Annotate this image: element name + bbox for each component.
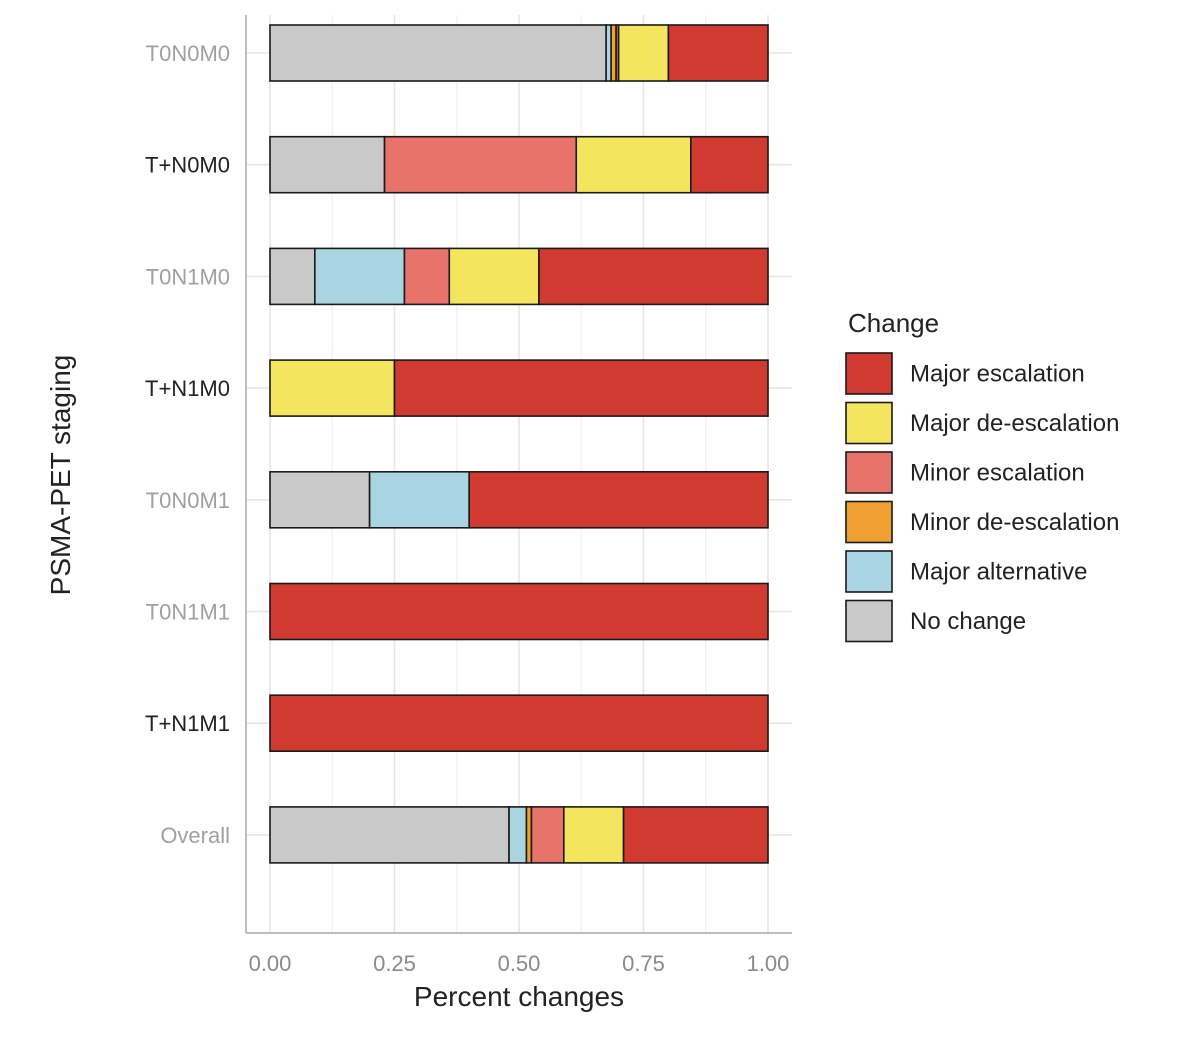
bar-t0n1m0-minor-escalation bbox=[403, 247, 451, 306]
legend-item-minor-de-escalation: Minor de-escalation bbox=[845, 500, 1119, 544]
legend-label-no-change: No change bbox=[910, 608, 1026, 635]
legend-title: Change bbox=[848, 308, 939, 338]
legend-item-major-de-escalation: Major de-escalation bbox=[845, 401, 1119, 445]
bar-tplusn0m0-major-de-escalation bbox=[575, 135, 692, 194]
bar-overall-major-de-escalation bbox=[563, 806, 625, 864]
legend-label-minor-escalation: Minor escalation bbox=[910, 460, 1085, 487]
bar-t0n0m1-major-escalation bbox=[468, 470, 769, 529]
bar-t0n0m0-major-escalation bbox=[667, 24, 769, 82]
bar-t0n0m1-major-alternative bbox=[368, 470, 471, 529]
x-tick-label: 1.00 bbox=[747, 951, 790, 976]
axis-layer bbox=[245, 15, 792, 934]
y-tick-label-t0n0m1: T0N0M1 bbox=[146, 488, 230, 513]
x-axis-title: Percent changes bbox=[414, 981, 624, 1012]
legend-label-major-alternative: Major alternative bbox=[910, 559, 1087, 586]
legend-label-major-escalation: Major escalation bbox=[910, 361, 1085, 388]
legend: Change Major escalation Major de-escalati… bbox=[845, 308, 1119, 643]
y-tick-labels: T0N0M0 T+N0M0 T0N1M0 T+N1M0 T0N0M1 T0N1M1 T+N1… bbox=[145, 41, 230, 848]
y-tick-label-tplusn1m1: T+N1M1 bbox=[145, 711, 230, 736]
y-tick-label-overall: Overall bbox=[160, 823, 230, 848]
legend-swatch-minor-de-escalation bbox=[845, 500, 893, 544]
y-tick-label-tplusn0m0: T+N0M0 bbox=[145, 153, 230, 178]
bar-t0n1m0-major-alternative bbox=[314, 247, 406, 306]
x-tick-label: 0.75 bbox=[622, 951, 665, 976]
legend-swatch-major-de-escalation bbox=[845, 401, 893, 445]
bar-overall-no-change bbox=[269, 806, 510, 864]
legend-item-major-alternative: Major alternative bbox=[845, 550, 1087, 593]
legend-item-no-change: No change bbox=[845, 599, 1026, 643]
x-tick-label: 0.00 bbox=[249, 951, 292, 976]
bar-overall-major-alternative bbox=[508, 806, 528, 864]
bar-t0n0m0-no-change bbox=[269, 24, 607, 82]
bar-tplusn0m0-major-escalation bbox=[690, 135, 769, 194]
legend-swatch-minor-escalation bbox=[845, 451, 893, 494]
legend-swatch-no-change bbox=[845, 599, 893, 643]
legend-label-major-de-escalation: Major de-escalation bbox=[910, 410, 1119, 437]
bar-tplusn1m0-major-escalation bbox=[393, 359, 769, 417]
y-tick-label-tplusn1m0: T+N1M0 bbox=[145, 376, 230, 401]
legend-item-minor-escalation: Minor escalation bbox=[845, 451, 1085, 494]
bar-tplusn1m1-major-escalation bbox=[269, 694, 769, 753]
bar-overall-minor-escalation bbox=[530, 806, 565, 864]
x-tick-labels: 0.00 0.25 0.50 0.75 1.00 bbox=[249, 951, 790, 976]
bar-tplusn0m0-minor-escalation bbox=[383, 135, 578, 194]
bar-overall-major-escalation bbox=[622, 806, 769, 864]
bar-t0n1m1-major-escalation bbox=[269, 582, 769, 641]
y-axis-title: PSMA-PET staging bbox=[45, 355, 76, 596]
legend-swatch-major-escalation bbox=[845, 352, 893, 395]
bar-tplusn0m0-no-change bbox=[269, 135, 386, 194]
bars-layer bbox=[269, 24, 769, 864]
y-tick-label-t0n1m0: T0N1M0 bbox=[146, 264, 230, 289]
bar-t0n1m0-major-de-escalation bbox=[448, 247, 540, 306]
legend-label-minor-de-escalation: Minor de-escalation bbox=[910, 509, 1119, 536]
bar-tplusn1m0-major-de-escalation bbox=[269, 359, 396, 417]
legend-swatch-major-alternative bbox=[845, 550, 893, 593]
bar-t0n0m0-major-de-escalation bbox=[617, 24, 670, 82]
y-tick-label-t0n0m0: T0N0M0 bbox=[146, 41, 230, 66]
y-tick-label-t0n1m1: T0N1M1 bbox=[146, 600, 230, 625]
bar-t0n0m1-no-change bbox=[269, 470, 371, 529]
legend-item-major-escalation: Major escalation bbox=[845, 352, 1085, 395]
x-tick-label: 0.25 bbox=[373, 951, 416, 976]
x-tick-label: 0.50 bbox=[498, 951, 541, 976]
bar-t0n1m0-major-escalation bbox=[538, 247, 769, 306]
bar-t0n1m0-no-change bbox=[269, 247, 316, 306]
